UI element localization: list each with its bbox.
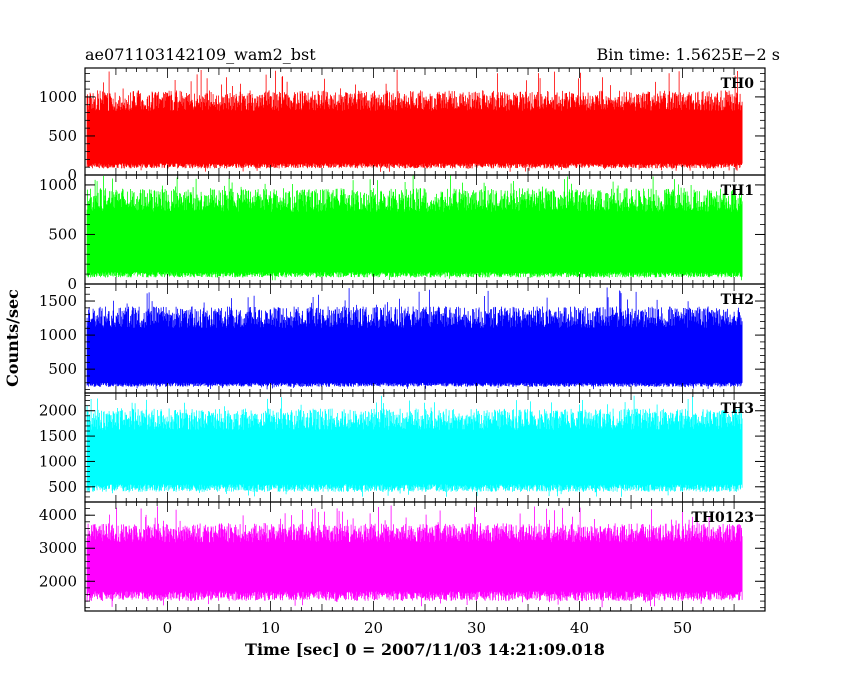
- y-axis-label: Counts/sec: [3, 289, 22, 387]
- panel-th2: 500 1000 1500 TH2: [39, 283, 766, 394]
- y-tick-label: 500: [48, 360, 77, 378]
- series-label: TH1: [721, 183, 754, 199]
- x-tick-label: 50: [673, 619, 692, 637]
- series-label: TH2: [721, 292, 754, 308]
- panel-th3: 500 1000 1500 2000 TH3: [39, 392, 766, 503]
- y-tick-label: 1000: [39, 176, 77, 194]
- plot-title: ae071103142109_wam2_bst: [85, 45, 316, 64]
- y-tick-label: 500: [48, 478, 77, 496]
- y-tick-label: 1500: [39, 292, 77, 310]
- x-tick-label: 10: [261, 619, 280, 637]
- series-trace-th0: [86, 69, 743, 172]
- y-tick-label: 1000: [39, 88, 77, 106]
- y-tick-label: 1000: [39, 452, 77, 470]
- bin-time-label: Bin time: 1.5625E−2 s: [597, 45, 780, 64]
- y-tick-label: 0: [67, 275, 77, 293]
- y-tick-label: 500: [48, 225, 77, 243]
- y-tick-label: 4000: [39, 506, 77, 524]
- x-tick-label: 0: [163, 619, 173, 637]
- x-tick-label: 30: [467, 619, 486, 637]
- y-tick-label: 3000: [39, 539, 77, 557]
- series-trace-th3: [86, 395, 743, 497]
- y-tick-label: 2000: [39, 402, 77, 420]
- x-axis-label: Time [sec] 0 = 2007/11/03 14:21:09.018: [245, 640, 605, 659]
- panel-th0: 0 500 1000 TH0: [39, 67, 766, 184]
- panel-th0123: 2000 3000 4000 TH0123: [39, 501, 766, 612]
- series-trace-th1: [86, 175, 743, 281]
- x-tick-label: 20: [364, 619, 383, 637]
- series-label: TH3: [721, 401, 754, 417]
- panel-th1: 0 500 1000 TH1: [39, 174, 766, 293]
- y-tick-label: 0: [67, 166, 77, 184]
- y-tick-label: 1500: [39, 427, 77, 445]
- series-label: TH0123: [691, 510, 754, 526]
- y-tick-label: 2000: [39, 572, 77, 590]
- x-tick-label: 40: [570, 619, 589, 637]
- series-trace-th0123: [86, 505, 743, 608]
- series-trace-th2: [86, 287, 743, 390]
- y-tick-label: 1000: [39, 326, 77, 344]
- series-label: TH0: [721, 76, 755, 92]
- y-tick-label: 500: [48, 127, 77, 145]
